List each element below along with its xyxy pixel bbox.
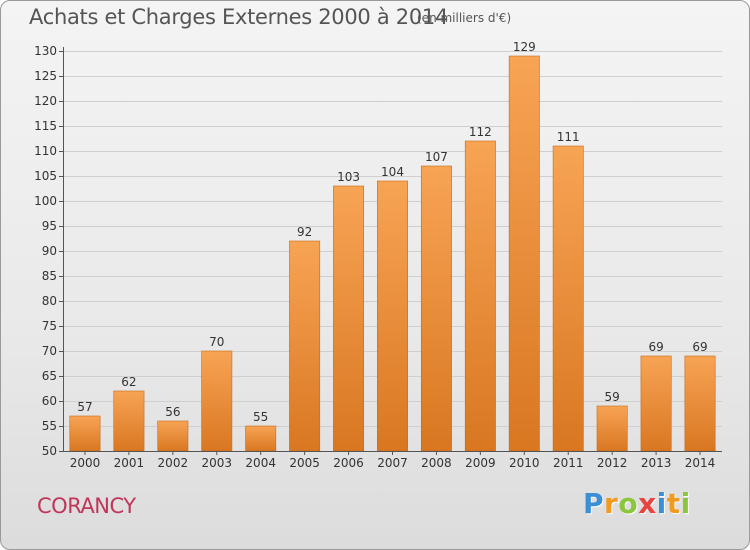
- bar: [596, 405, 628, 452]
- data-label: 104: [381, 165, 404, 179]
- data-label: 103: [337, 170, 360, 184]
- bar: [640, 355, 672, 452]
- bar: [201, 350, 233, 452]
- chart-title: Achats et Charges Externes 2000 à 2014: [29, 5, 449, 29]
- bar: [377, 180, 408, 452]
- y-tick-label: 115: [34, 119, 57, 133]
- y-tick-label: 70: [42, 344, 57, 358]
- logo-letter: x: [638, 487, 657, 520]
- bar: [69, 415, 101, 452]
- logo-letter: i: [680, 487, 691, 520]
- logo-letter: r: [604, 487, 619, 520]
- x-tick-label: 2004: [245, 456, 276, 470]
- bar: [333, 185, 365, 452]
- bar: [684, 355, 716, 452]
- bar: [245, 425, 277, 452]
- logo-letter: o: [618, 487, 639, 520]
- data-label: 56: [165, 405, 180, 419]
- y-tick-label: 60: [42, 394, 57, 408]
- x-tick-label: 2001: [114, 456, 145, 470]
- commune-name: CORANCY: [37, 494, 136, 518]
- data-label: 111: [557, 130, 580, 144]
- x-tick-label: 2013: [641, 456, 672, 470]
- y-tick-label: 85: [42, 269, 57, 283]
- x-tick-label: 2000: [70, 456, 101, 470]
- y-tick-label: 120: [34, 94, 57, 108]
- bar: [113, 390, 145, 452]
- axes: [59, 47, 722, 455]
- x-tick-label: 2010: [509, 456, 540, 470]
- y-tick-label: 125: [34, 69, 57, 83]
- data-label: 92: [297, 225, 312, 239]
- data-label: 69: [648, 340, 663, 354]
- x-tick-label: 2014: [685, 456, 716, 470]
- data-label: 55: [253, 410, 268, 424]
- logo-letter: t: [666, 487, 681, 520]
- y-tick-label: 130: [34, 44, 57, 58]
- x-tick-label: 2012: [597, 456, 628, 470]
- y-tick-label: 80: [42, 294, 57, 308]
- data-label: 107: [425, 150, 448, 164]
- bars: [69, 55, 716, 452]
- logo-letter: P: [583, 487, 605, 520]
- labels: 50 55 60 65 70 75 80 85 90 95 100 105 110 115 120 125 13…: [34, 40, 715, 470]
- data-label: 70: [209, 335, 224, 349]
- x-tick-label: 2003: [201, 456, 232, 470]
- y-tick-label: 110: [34, 144, 57, 158]
- x-tick-label: 2005: [289, 456, 320, 470]
- bar: [508, 55, 540, 452]
- data-label: 57: [77, 400, 92, 414]
- bar: [157, 420, 189, 452]
- x-tick-label: 2007: [377, 456, 408, 470]
- logo-letter: i: [656, 487, 667, 520]
- y-tick-label: 100: [34, 194, 57, 208]
- data-label: 69: [692, 340, 707, 354]
- x-tick-label: 2008: [421, 456, 452, 470]
- y-tick-label: 90: [42, 244, 57, 258]
- y-tick-label: 55: [42, 419, 57, 433]
- y-tick-label: 65: [42, 369, 57, 383]
- bar: [289, 240, 321, 452]
- proxiti-logo: Proxiti: [583, 487, 691, 520]
- bar: [420, 165, 452, 452]
- bar: [464, 140, 496, 452]
- data-label: 62: [121, 375, 136, 389]
- y-tick-label: 50: [42, 444, 57, 458]
- bar: [552, 145, 584, 452]
- data-label: 112: [469, 125, 492, 139]
- x-tick-label: 2006: [333, 456, 364, 470]
- y-tick-label: 105: [34, 169, 57, 183]
- x-tick-label: 2002: [158, 456, 189, 470]
- data-label: 59: [605, 390, 620, 404]
- chart-subtitle: (en milliers d'€): [417, 11, 512, 25]
- data-label: 129: [513, 40, 536, 54]
- y-tick-label: 75: [42, 319, 57, 333]
- x-tick-label: 2011: [553, 456, 584, 470]
- x-tick-label: 2009: [465, 456, 496, 470]
- y-tick-label: 95: [42, 219, 57, 233]
